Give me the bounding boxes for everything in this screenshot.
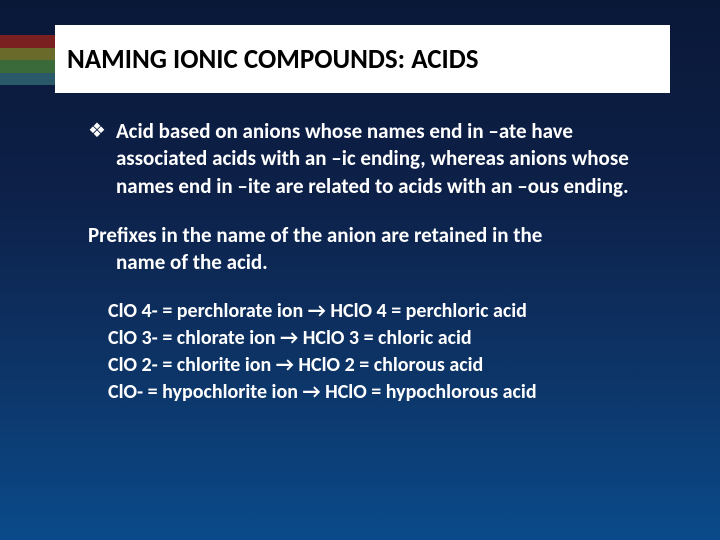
slide-container: NAMING IONIC COMPOUNDS: ACIDS ❖ Acid bas…: [0, 0, 720, 540]
title-box: NAMING IONIC COMPOUNDS: ACIDS: [55, 25, 670, 93]
prefix-line2: name of the acid.: [88, 249, 648, 276]
accent-stripe: [0, 48, 55, 61]
bullet-marker-icon: ❖: [88, 118, 106, 144]
example-line: ClO- = hypochlorite ion → HClO = hypochl…: [108, 379, 648, 406]
accent-stripe: [0, 73, 55, 86]
prefix-line1: Prefixes in the name of the anion are re…: [88, 222, 542, 248]
example-line: ClO 2- = chlorite ion → HClO 2 = chlorou…: [108, 352, 648, 379]
accent-stripe: [0, 60, 55, 73]
content-area: ❖ Acid based on anions whose names end i…: [88, 118, 648, 406]
bullet-item: ❖ Acid based on anions whose names end i…: [88, 118, 648, 200]
example-line: ClO 3- = chlorate ion → HClO 3 = chloric…: [108, 325, 648, 352]
slide-title: NAMING IONIC COMPOUNDS: ACIDS: [67, 43, 479, 76]
accent-bar: [0, 35, 55, 85]
examples-block: ClO 4- = perchlorate ion → HClO 4 = perc…: [108, 298, 648, 406]
bullet-text: Acid based on anions whose names end in …: [116, 118, 648, 200]
prefix-paragraph: Prefixes in the name of the anion are re…: [88, 222, 648, 277]
accent-stripe: [0, 35, 55, 48]
example-line: ClO 4- = perchlorate ion → HClO 4 = perc…: [108, 298, 648, 325]
